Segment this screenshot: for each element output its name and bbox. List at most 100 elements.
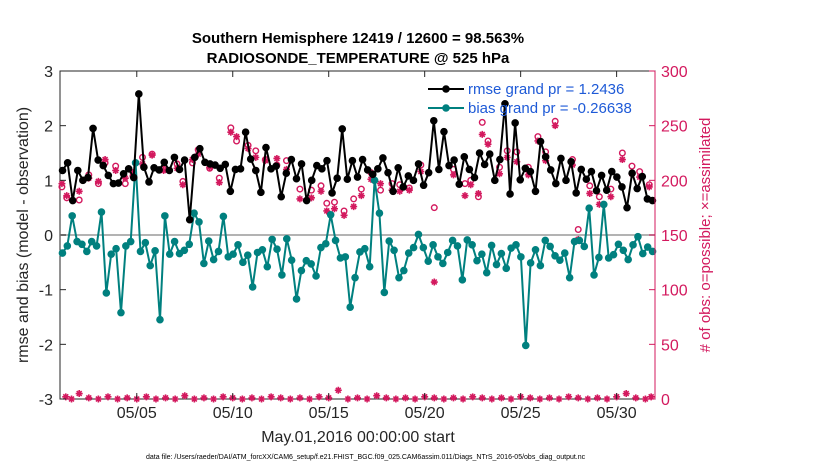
bias-series-point <box>351 273 359 282</box>
obs-assimilated-marker <box>121 174 129 182</box>
obs-assimilated-marker <box>478 394 486 402</box>
bias-series-point <box>263 262 272 271</box>
obs-assimilated-marker <box>267 393 275 401</box>
bias-series-point <box>502 264 511 273</box>
obs-assimilated-marker <box>536 395 544 403</box>
bias-series-point <box>482 268 491 277</box>
rmse-series-point <box>562 176 570 185</box>
obs-assimilated-marker <box>647 393 655 401</box>
rmse-series-point <box>582 175 591 184</box>
bias-series-point <box>434 253 442 261</box>
bias-series-point <box>643 243 652 251</box>
rmse-series-point <box>58 166 67 175</box>
rmse-series-point <box>84 173 92 182</box>
y-tick-label-right: 150 <box>661 228 688 245</box>
rmse-series-point <box>302 196 311 205</box>
rmse-series-point <box>63 159 72 167</box>
obs-assimilated-marker <box>75 187 83 195</box>
x-tick-label: 05/30 <box>597 405 637 422</box>
bias-series-point <box>146 261 155 270</box>
obs-assimilated-marker <box>330 205 338 213</box>
rmse-series-point <box>531 187 540 196</box>
bias-series-point <box>429 241 437 249</box>
y-tick-label-left: -2 <box>39 337 53 354</box>
rmse-series-point <box>394 163 402 172</box>
bias-series-point <box>219 212 228 221</box>
rmse-series-point <box>587 167 596 176</box>
bias-series-point <box>63 242 72 250</box>
bias-series-point <box>639 249 647 258</box>
x-tick-label: 05/25 <box>501 405 541 422</box>
obs-possible-marker <box>430 204 438 212</box>
obs-assimilated-marker <box>58 180 66 188</box>
bias-series-point <box>585 204 593 213</box>
bias-series-point <box>331 236 340 245</box>
obs-assimilated-marker <box>252 153 260 161</box>
bias-series-point <box>439 259 447 268</box>
bias-series-point <box>551 251 559 260</box>
bias-series-point <box>278 271 286 279</box>
rmse-series-point <box>429 116 438 125</box>
x-tick-label: 05/20 <box>405 405 445 422</box>
rmse-series-point <box>572 189 580 197</box>
bias-series-point <box>190 209 198 217</box>
bias-series-point <box>458 276 467 284</box>
rmse-series-point <box>470 173 479 182</box>
y-tick-label-right: 300 <box>661 64 688 81</box>
bias-series-point <box>239 258 247 267</box>
bias-series-point <box>541 236 550 245</box>
bias-series-point <box>83 247 91 256</box>
obs-possible-marker <box>330 198 338 206</box>
obs-assimilated-marker <box>171 395 179 403</box>
bias-series-point <box>526 259 535 267</box>
obs-assimilated-marker <box>307 194 315 202</box>
bias-series-point <box>78 240 86 249</box>
rmse-series-point <box>175 165 184 174</box>
rmse-series-point <box>440 127 448 136</box>
y-tick-label-left: 3 <box>44 64 53 81</box>
rmse-series-point <box>516 175 525 184</box>
bias-series-point <box>292 295 301 303</box>
x-tick-label: 05/10 <box>213 405 253 422</box>
obs-assimilated-marker <box>162 394 170 402</box>
obs-assimilated-marker <box>296 394 304 402</box>
bias-series-point <box>614 240 623 249</box>
obs-possible-marker <box>586 182 594 190</box>
obs-assimilated-marker <box>551 122 559 130</box>
bias-series-point <box>443 248 452 257</box>
rmse-series-point <box>262 143 270 152</box>
obs-possible-marker <box>595 193 603 201</box>
rmse-series-point <box>465 165 474 174</box>
rmse-series-point <box>399 183 408 191</box>
obs-assimilated-marker <box>430 394 438 402</box>
rmse-series-point <box>648 196 657 205</box>
bias-series-point <box>648 247 657 256</box>
rmse-series-point <box>129 173 138 182</box>
rmse-series-point <box>557 154 565 163</box>
rmse-series-point <box>155 166 163 174</box>
rmse-series-point <box>68 196 77 205</box>
bias-series-point <box>390 246 398 255</box>
rmse-series-point <box>419 181 428 190</box>
obs-assimilated-marker <box>513 158 521 166</box>
obs-assimilated-marker <box>461 192 469 200</box>
obs-assimilated-marker <box>190 395 198 403</box>
obs-assimilated-marker <box>449 171 457 179</box>
rmse-series-point <box>343 175 352 184</box>
rmse-series-point <box>618 183 626 191</box>
rmse-series-point <box>99 161 108 170</box>
obs-assimilated-marker <box>181 392 189 400</box>
bias-series-point <box>243 251 252 260</box>
obs-assimilated-marker <box>565 393 573 401</box>
bias-series-point <box>590 271 598 279</box>
obs-assimilated-marker <box>405 186 413 194</box>
obs-assimilated-marker <box>377 180 385 188</box>
rmse-series-point <box>89 124 97 133</box>
rmse-series-point <box>119 169 128 178</box>
obs-assimilated-marker <box>411 395 419 403</box>
obs-assimilated-marker <box>350 203 358 211</box>
obs-assimilated-marker <box>357 192 365 200</box>
rmse-series-point <box>414 160 423 168</box>
bias-series-point <box>629 241 637 249</box>
bias-series-point <box>161 212 169 220</box>
